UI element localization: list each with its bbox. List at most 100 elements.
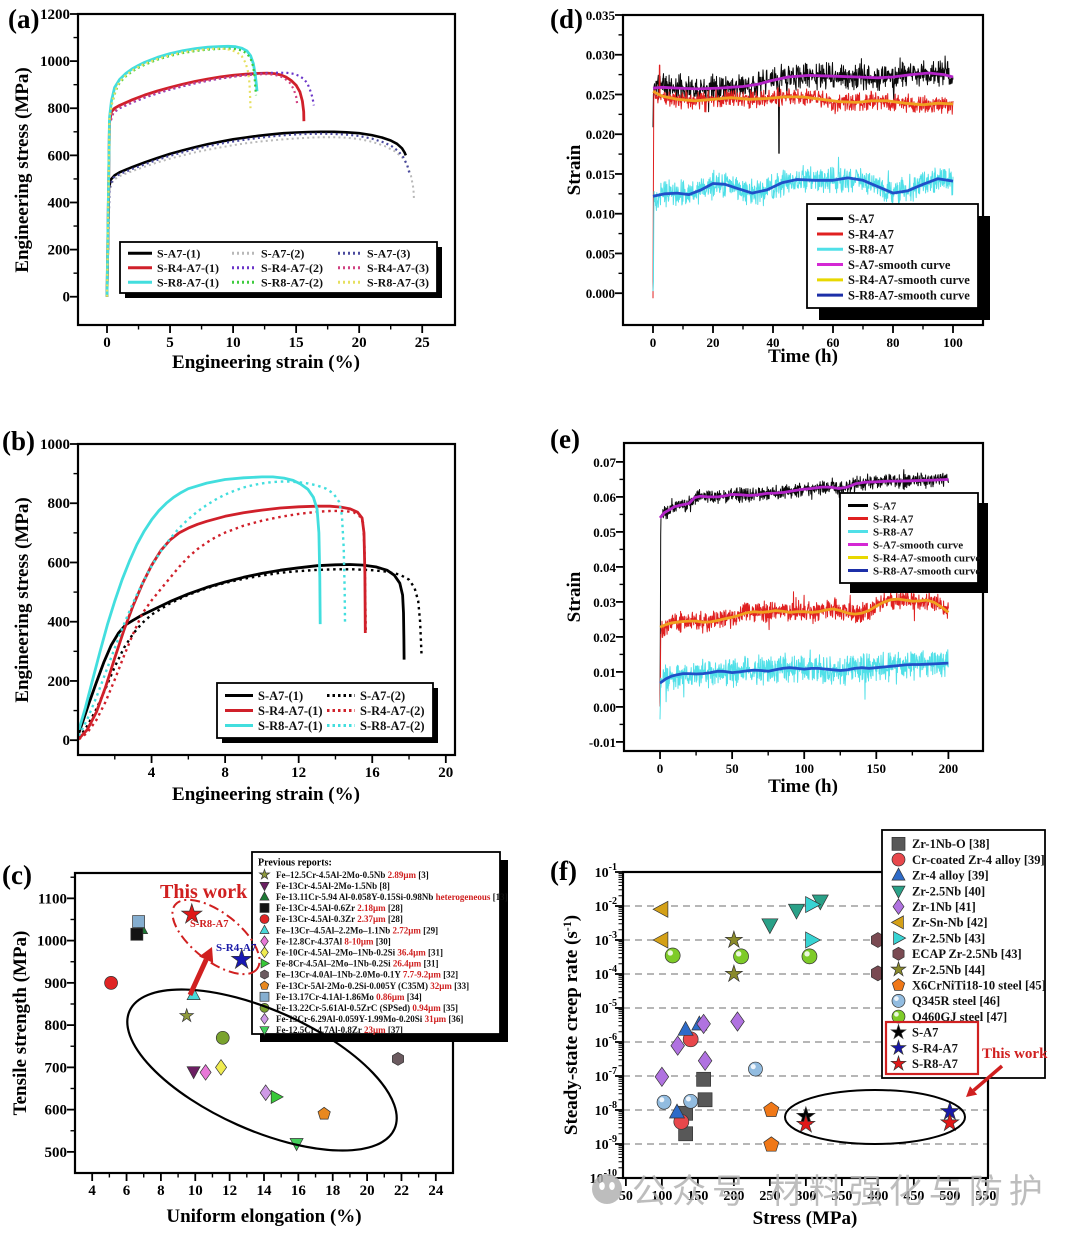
x-tick-label: 0 bbox=[657, 761, 664, 776]
legend-label: Fe-13Cr-5Al-2Mo-0.2Si-0.005Y (C35M) 32μm… bbox=[276, 981, 469, 991]
point-prev-hexagon-gray bbox=[392, 1051, 404, 1066]
series-S-R4-A7-noisy bbox=[652, 64, 954, 299]
x-tick-label: 18 bbox=[325, 1183, 340, 1199]
y-tick-label: 0.015 bbox=[586, 167, 616, 182]
x-tick-label: 24 bbox=[428, 1183, 444, 1199]
x-tick-label: 10 bbox=[188, 1183, 203, 1199]
y-tick-label: 1000 bbox=[40, 437, 70, 453]
point-Q345R-steel bbox=[656, 1094, 672, 1110]
point-Zr-Sn-Nb-42 bbox=[652, 900, 669, 918]
series-S-R4-A7-(3) bbox=[105, 73, 299, 297]
y-tick-label: 0.025 bbox=[586, 87, 616, 102]
x-tick-label: 0 bbox=[103, 335, 111, 351]
x-tick-label: 100 bbox=[794, 761, 814, 776]
legend-title: Previous reports: bbox=[258, 858, 332, 869]
y-tick-label: 0.030 bbox=[586, 48, 615, 63]
y-axis-label-f: Steady-state creep rate (s-1) bbox=[560, 915, 582, 1135]
legend-marker-square bbox=[259, 903, 270, 913]
legend-marker-star bbox=[890, 1039, 907, 1056]
legend-label: S-R4-A7 bbox=[912, 1041, 958, 1055]
panel-tag-a: (a) bbox=[8, 4, 39, 34]
point-Zr-1Nb-41 bbox=[654, 1066, 670, 1088]
x-tick-label: 50 bbox=[619, 1189, 633, 1204]
y-tick-label: 10-1 bbox=[595, 862, 617, 881]
legend-label: Zr-2.5Nb [40] bbox=[912, 884, 985, 898]
y-tick-label: 0.035 bbox=[586, 8, 616, 23]
legend-marker-diamond bbox=[260, 946, 269, 959]
x-tick-label: 16 bbox=[291, 1183, 307, 1199]
panel-d: 0 20 40 60 80 100 0.000 0.005 0.010 0.015 0.020 0.0… bbox=[550, 4, 990, 367]
y-tick-label: 500 bbox=[45, 1145, 68, 1161]
legend-label: Fe–13Cr–4.5Al–2.2Mo–1.1Nb 2.72μm [29] bbox=[276, 925, 438, 935]
point-prev-diamond-yellow bbox=[215, 1058, 228, 1076]
legend-label: S-A7-(1) bbox=[157, 246, 200, 260]
s-r4-a7-point-label: S-R4-A7 bbox=[216, 942, 257, 954]
legend-label: Zr-1Nb-O [38] bbox=[912, 837, 990, 851]
point-Q345R-steel bbox=[683, 1093, 699, 1109]
y-tick-label: 0.02 bbox=[593, 630, 616, 645]
point-Q345R-steel bbox=[748, 1061, 763, 1077]
series-S-A7-smooth bbox=[652, 71, 954, 91]
panel-c: 4 6 8 10 12 14 16 18 20 22 24 500 600 700 800 900 1000 11… bbox=[2, 851, 508, 1227]
series-S-A7-smooth bbox=[658, 478, 949, 519]
point-S-R8-A7 bbox=[795, 1113, 816, 1133]
legend-label: S-R4-A7-smooth curve bbox=[848, 273, 970, 287]
y-tick-label: 0.03 bbox=[593, 595, 616, 610]
series-S-R4-A7-(2) bbox=[78, 509, 367, 741]
x-tick-label: 20 bbox=[707, 335, 720, 350]
point-Zr-Sn-Nb-42 bbox=[652, 931, 669, 949]
y-tick-label: 700 bbox=[45, 1060, 68, 1076]
point-prev-square-lightblue bbox=[132, 915, 145, 928]
x-tick-label: 4 bbox=[148, 765, 156, 781]
legend-label: Fe-13Cr-4.5Al-0.3Zr 2.37μm [28] bbox=[276, 914, 403, 924]
point-Q460GJ-steel bbox=[801, 948, 818, 965]
series-S-R4-A7-(1) bbox=[78, 504, 367, 740]
point-prev-circle-red bbox=[104, 976, 118, 990]
legend-marker-tri-down bbox=[891, 885, 906, 899]
plot-border-b bbox=[76, 442, 457, 757]
y-tick-label: 600 bbox=[48, 555, 71, 571]
legend-box-c bbox=[251, 851, 501, 1035]
legend-marker-star bbox=[890, 1023, 907, 1040]
y-tick-label: 0.010 bbox=[586, 207, 615, 222]
series-S-R8-A7-noisy bbox=[652, 156, 954, 292]
y-tick-label: 0.04 bbox=[593, 560, 616, 575]
x-tick-label: 12 bbox=[222, 1183, 237, 1199]
this-work-label: This work bbox=[982, 1046, 1048, 1062]
y-tick-label: 10-8 bbox=[595, 1100, 617, 1119]
this-work-arrow-shaft bbox=[187, 958, 209, 997]
legend-label: S-R4-A7-(1) bbox=[157, 261, 219, 275]
series-S-A7-(2) bbox=[106, 136, 415, 297]
point-X6CrNiTi18-10-steel bbox=[763, 1136, 780, 1152]
y-axis-label-d: Strain bbox=[564, 144, 585, 195]
panel-tag-d: (d) bbox=[550, 4, 583, 34]
legend-label: Cr-coated Zr-4 alloy [39] bbox=[912, 853, 1045, 867]
legend-label: S-R8-A7 bbox=[848, 243, 894, 257]
x-tick-label: 550 bbox=[975, 1189, 996, 1204]
y-axis-label-e: Strain bbox=[564, 571, 585, 622]
point-Zr-4-alloy bbox=[677, 1020, 694, 1036]
legend-label: S-R4-A7 bbox=[873, 513, 914, 525]
legend-marker-circle bbox=[891, 852, 906, 867]
panel-tag-e: (e) bbox=[550, 424, 580, 454]
y-tick-label: 800 bbox=[48, 101, 71, 117]
series-S-A7-(3) bbox=[105, 132, 411, 297]
plot-border-a bbox=[76, 12, 457, 327]
series-S-R8-A7-(1) bbox=[105, 44, 259, 297]
x-axis-label-c: Uniform elongation (%) bbox=[166, 1206, 361, 1227]
point-prev-circle-olive bbox=[215, 1030, 230, 1045]
y-tick-label: 0.05 bbox=[593, 525, 616, 540]
panel-f: 50 100 150 200 250 300 350 400 450 500 550 10-1 10-2… bbox=[550, 829, 1048, 1229]
legend-label: S-A7-(2) bbox=[360, 689, 405, 703]
x-tick-label: 450 bbox=[903, 1189, 924, 1204]
legend-marker-star bbox=[890, 960, 907, 977]
x-tick-label: 6 bbox=[123, 1183, 131, 1199]
plot-border-e bbox=[622, 441, 985, 753]
legend-label: S-R8-A7-(1) bbox=[157, 275, 219, 289]
x-tick-label: 12 bbox=[291, 765, 306, 781]
x-tick-label: 20 bbox=[438, 765, 453, 781]
series-S-R8-A7-noisy bbox=[659, 649, 949, 720]
legend-marker-tri-right bbox=[893, 931, 907, 946]
y-tick-label: 800 bbox=[48, 496, 71, 512]
